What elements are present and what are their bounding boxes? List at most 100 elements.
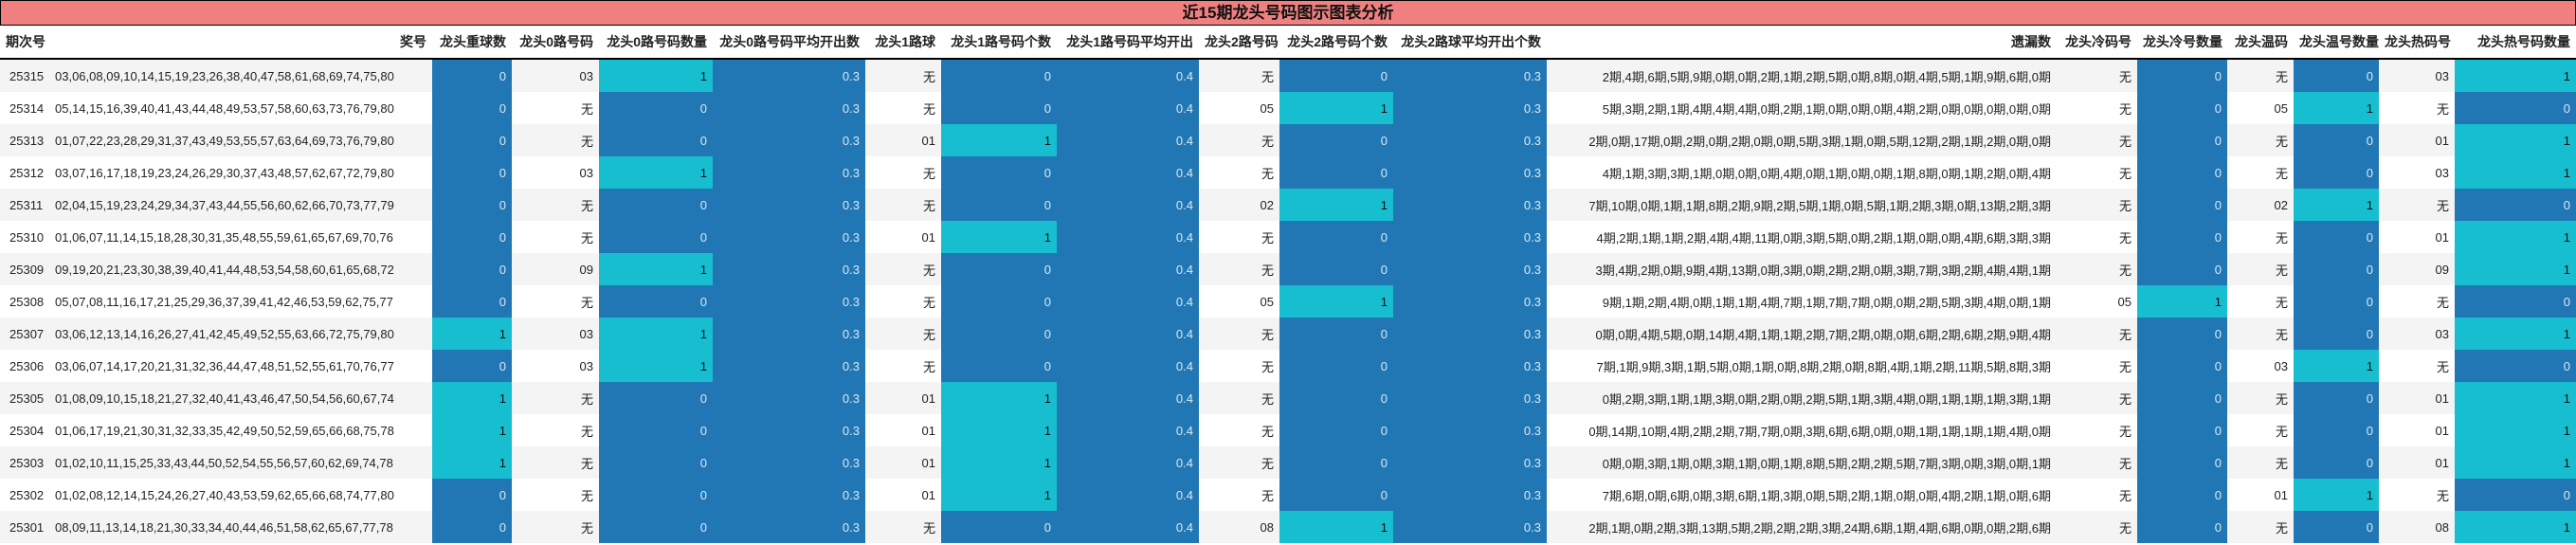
cell-r2: 08 [1199, 511, 1279, 543]
cell-r2: 05 [1199, 92, 1279, 124]
cell-r1n: 0 [941, 92, 1057, 124]
cell-repeat: 0 [432, 92, 512, 124]
cell-r1avg: 0.4 [1057, 189, 1199, 221]
cell-repeat: 1 [432, 382, 512, 414]
cell-r0avg: 0.3 [713, 382, 865, 414]
column-header-hotn: 龙头热号码数量 [2455, 26, 2576, 60]
cell-miss: 4期,1期,3期,3期,1期,0期,0期,0期,4期,0期,1期,0期,0期,1… [1547, 156, 2057, 189]
cell-r0n: 1 [599, 318, 713, 350]
cell-cold: 无 [2057, 156, 2137, 189]
cell-r0avg: 0.3 [713, 59, 865, 92]
cell-r2avg: 0.3 [1393, 479, 1547, 511]
cell-cold: 无 [2057, 318, 2137, 350]
cell-r0: 无 [512, 92, 599, 124]
table-row: 25301 08,09,11,13,14,18,21,30,33,34,40,44… [0, 511, 2576, 543]
cell-r2avg: 0.3 [1393, 59, 1547, 92]
cell-coldn: 0 [2137, 156, 2227, 189]
cell-coldn: 0 [2137, 189, 2227, 221]
cell-warmn: 0 [2294, 446, 2379, 479]
cell-repeat: 1 [432, 318, 512, 350]
cell-r0: 09 [512, 253, 599, 285]
column-header-r2n: 龙头2路号码个数 [1279, 26, 1393, 60]
cell-r0: 无 [512, 124, 599, 156]
cell-period: 25315 [0, 59, 49, 92]
cell-r0: 03 [512, 59, 599, 92]
cell-period: 25301 [0, 511, 49, 543]
cell-coldn: 0 [2137, 221, 2227, 253]
cell-r0n: 1 [599, 350, 713, 382]
cell-hotn: 0 [2455, 189, 2576, 221]
cell-warmn: 1 [2294, 479, 2379, 511]
table-row: 25304 01,06,17,19,21,30,31,32,33,35,42,49… [0, 414, 2576, 446]
cell-period: 25307 [0, 318, 49, 350]
cell-coldn: 0 [2137, 414, 2227, 446]
cell-nums: 01,02,10,11,15,25,33,43,44,50,52,54,55,5… [49, 446, 432, 479]
cell-r2avg: 0.3 [1393, 92, 1547, 124]
cell-warmn: 1 [2294, 350, 2379, 382]
table-row: 25309 09,19,20,21,23,30,38,39,40,41,44,48… [0, 253, 2576, 285]
cell-coldn: 0 [2137, 124, 2227, 156]
table-body: 25315 03,06,08,09,10,14,15,19,23,26,38,40… [0, 59, 2576, 543]
cell-r0avg: 0.3 [713, 414, 865, 446]
cell-r1avg: 0.4 [1057, 318, 1199, 350]
cell-period: 25303 [0, 446, 49, 479]
cell-repeat: 0 [432, 253, 512, 285]
cell-coldn: 0 [2137, 318, 2227, 350]
cell-miss: 0期,0期,4期,5期,0期,14期,4期,1期,1期,2期,7期,2期,0期,… [1547, 318, 2057, 350]
cell-r2n: 0 [1279, 479, 1393, 511]
cell-r1avg: 0.4 [1057, 285, 1199, 318]
cell-hot: 01 [2379, 124, 2455, 156]
cell-r0avg: 0.3 [713, 189, 865, 221]
cell-r2avg: 0.3 [1393, 511, 1547, 543]
cell-miss: 2期,1期,0期,2期,3期,13期,5期,2期,2期,2期,3期,24期,6期… [1547, 511, 2057, 543]
cell-r1n: 1 [941, 414, 1057, 446]
cell-r0n: 0 [599, 221, 713, 253]
table-row: 25307 03,06,12,13,14,16,26,27,41,42,45,49… [0, 318, 2576, 350]
cell-r1n: 0 [941, 189, 1057, 221]
cell-nums: 01,02,08,12,14,15,24,26,27,40,43,53,59,6… [49, 479, 432, 511]
cell-warm: 无 [2227, 446, 2294, 479]
cell-r0: 无 [512, 414, 599, 446]
cell-warmn: 0 [2294, 221, 2379, 253]
cell-r1: 01 [865, 382, 941, 414]
cell-hotn: 1 [2455, 382, 2576, 414]
cell-cold: 无 [2057, 479, 2137, 511]
cell-r2n: 1 [1279, 92, 1393, 124]
cell-r1n: 1 [941, 221, 1057, 253]
cell-miss: 5期,3期,2期,1期,4期,4期,4期,0期,2期,1期,0期,0期,0期,4… [1547, 92, 2057, 124]
cell-cold: 无 [2057, 59, 2137, 92]
cell-r2: 无 [1199, 59, 1279, 92]
cell-nums: 03,06,07,14,17,20,21,31,32,36,44,47,48,5… [49, 350, 432, 382]
cell-r2: 无 [1199, 479, 1279, 511]
column-header-r1: 龙头1路球 [865, 26, 941, 60]
cell-miss: 4期,2期,1期,1期,2期,4期,4期,11期,0期,3期,5期,0期,2期,… [1547, 221, 2057, 253]
cell-warm: 无 [2227, 414, 2294, 446]
cell-r1avg: 0.4 [1057, 382, 1199, 414]
cell-nums: 01,06,17,19,21,30,31,32,33,35,42,49,50,5… [49, 414, 432, 446]
column-header-r1avg: 龙头1路号码平均开出 [1057, 26, 1199, 60]
cell-hot: 03 [2379, 318, 2455, 350]
cell-hot: 03 [2379, 59, 2455, 92]
cell-warm: 无 [2227, 156, 2294, 189]
cell-cold: 无 [2057, 189, 2137, 221]
cell-period: 25310 [0, 221, 49, 253]
cell-coldn: 0 [2137, 59, 2227, 92]
cell-nums: 03,07,16,17,18,19,23,24,26,29,30,37,43,4… [49, 156, 432, 189]
table-row: 25302 01,02,08,12,14,15,24,26,27,40,43,53… [0, 479, 2576, 511]
cell-warm: 无 [2227, 285, 2294, 318]
cell-r1avg: 0.4 [1057, 446, 1199, 479]
cell-cold: 无 [2057, 124, 2137, 156]
cell-r2avg: 0.3 [1393, 414, 1547, 446]
page-title: 近15期龙头号码图示图表分析 [0, 0, 2576, 26]
cell-period: 25313 [0, 124, 49, 156]
cell-period: 25311 [0, 189, 49, 221]
cell-r2n: 0 [1279, 124, 1393, 156]
table-row: 25313 01,07,22,23,28,29,31,37,43,49,53,55… [0, 124, 2576, 156]
cell-r0n: 1 [599, 253, 713, 285]
cell-r2avg: 0.3 [1393, 318, 1547, 350]
cell-cold: 无 [2057, 382, 2137, 414]
cell-repeat: 0 [432, 59, 512, 92]
cell-warm: 无 [2227, 124, 2294, 156]
cell-r0n: 0 [599, 479, 713, 511]
cell-r0: 无 [512, 511, 599, 543]
